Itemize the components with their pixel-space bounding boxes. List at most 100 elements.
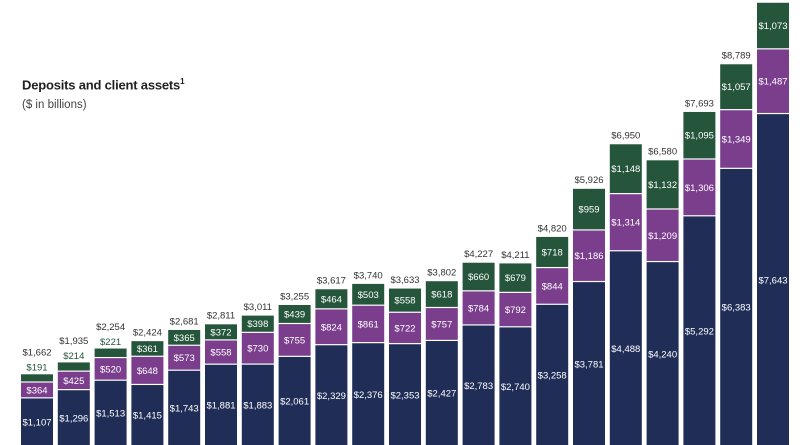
bar-segment-2 [462, 291, 495, 325]
segment-label: $1,314 [611, 218, 640, 229]
bar-segment-1 [315, 345, 348, 445]
bar-segment-3 [389, 288, 421, 312]
total-label: $4,820 [538, 223, 567, 234]
bar-segment-1 [278, 356, 311, 445]
segment-label: $844 [542, 281, 563, 292]
segment-label: $792 [505, 305, 526, 316]
bar-segment-1 [683, 216, 716, 445]
bar-segment-2 [536, 268, 569, 304]
bar-segment-2 [609, 194, 642, 251]
bar-segment-3 [205, 324, 237, 340]
chart-title-text: Deposits and client assets [22, 77, 181, 93]
total-label: $6,950 [611, 131, 640, 142]
segment-label: $2,061 [280, 397, 309, 408]
total-label: $3,255 [280, 291, 309, 302]
segment-label: $618 [431, 290, 452, 301]
bar-segment-3 [425, 281, 458, 307]
segment-label: $503 [358, 290, 379, 301]
segment-label: $573 [174, 353, 195, 364]
bar-segment-1 [573, 282, 605, 445]
bar-segment-1 [168, 370, 201, 445]
segment-label: $464 [321, 294, 342, 305]
segment-label: $648 [137, 366, 158, 377]
total-label: $3,633 [390, 275, 419, 286]
bar-segment-2 [57, 371, 90, 390]
bar-segment-2 [683, 159, 716, 216]
segment-label: $439 [284, 309, 305, 320]
chart-title: Deposits and client assets1 [22, 77, 185, 93]
segment-label: $2,427 [427, 389, 456, 400]
bar-segment-2 [168, 345, 201, 370]
segment-label: $520 [100, 364, 121, 375]
bar-segment-3 [278, 305, 311, 323]
bar-segment-1 [646, 262, 679, 445]
segment-label: $1,296 [59, 413, 88, 424]
segment-label: $372 [210, 327, 231, 338]
segment-label: $1,883 [243, 401, 272, 412]
bar-segment-2 [425, 308, 458, 340]
bar-segment-1 [131, 385, 164, 445]
bar-segment-3 [131, 341, 164, 356]
chart-subtitle: ($ in billions) [22, 99, 87, 111]
segment-label: $1,487 [758, 77, 787, 88]
segment-label: $718 [542, 247, 563, 258]
segment-label: $1,513 [96, 409, 125, 420]
bar-segment-1 [389, 344, 421, 445]
segment-label: $221 [100, 337, 121, 348]
bar-segment-3 [94, 348, 127, 357]
total-label: $8,789 [722, 51, 751, 62]
segment-label: $214 [63, 351, 84, 362]
total-label: $2,254 [96, 322, 125, 333]
bar-segment-3 [683, 111, 716, 159]
segment-label: $2,353 [390, 390, 419, 401]
segment-label: $660 [468, 272, 489, 283]
segment-label: $2,376 [354, 390, 383, 401]
bar-segment-3 [462, 262, 495, 291]
bar-segment-1 [609, 251, 642, 445]
bar-segment-3 [241, 315, 274, 332]
bar-segment-3 [352, 283, 385, 305]
segment-label: $1,148 [611, 164, 640, 175]
bar-segment-1 [21, 398, 53, 445]
total-label: $2,424 [133, 328, 162, 339]
bar-segment-1 [425, 341, 458, 445]
bar-segment-2 [720, 110, 753, 168]
segment-label: $824 [321, 322, 342, 333]
segment-label: $7,643 [758, 275, 787, 286]
segment-label: $1,107 [22, 417, 51, 428]
bar-segment-1 [57, 390, 90, 445]
segment-label: $4,488 [611, 344, 640, 355]
bar-segment-1 [757, 114, 789, 445]
bar-segment-2 [241, 332, 274, 364]
bar-segment-2 [646, 209, 679, 261]
segment-label: $1,209 [648, 231, 677, 242]
segment-label: $5,292 [685, 326, 714, 337]
bar-segment-1 [241, 364, 274, 445]
segment-label: $4,240 [648, 349, 677, 360]
segment-label: $1,057 [722, 82, 751, 93]
segment-label: $2,329 [317, 391, 346, 402]
segment-label: $1,306 [685, 183, 714, 194]
segment-label: $6,383 [722, 303, 751, 314]
segment-label: $2,783 [464, 381, 493, 392]
bar-segment-2 [205, 340, 237, 364]
segment-label: $3,258 [538, 371, 567, 382]
segment-label: $730 [247, 344, 268, 355]
bar-segment-3 [57, 362, 90, 371]
segment-label: $679 [505, 273, 526, 284]
bar-segment-3 [757, 2, 789, 49]
total-label: $4,211 [501, 250, 529, 261]
segment-label: $2,740 [501, 382, 530, 393]
bar-segment-1 [536, 304, 569, 445]
segment-label: $1,415 [133, 411, 162, 422]
bar-segment-3 [168, 329, 201, 345]
segment-label: $1,881 [206, 401, 235, 412]
total-label: $6,580 [648, 147, 677, 158]
bar-segment-2 [315, 309, 348, 345]
total-label: $3,740 [354, 270, 383, 281]
bar-segment-3 [646, 160, 679, 209]
total-label: $7,693 [685, 98, 714, 109]
segment-label: $722 [394, 323, 415, 334]
total-label: $2,811 [207, 311, 235, 322]
